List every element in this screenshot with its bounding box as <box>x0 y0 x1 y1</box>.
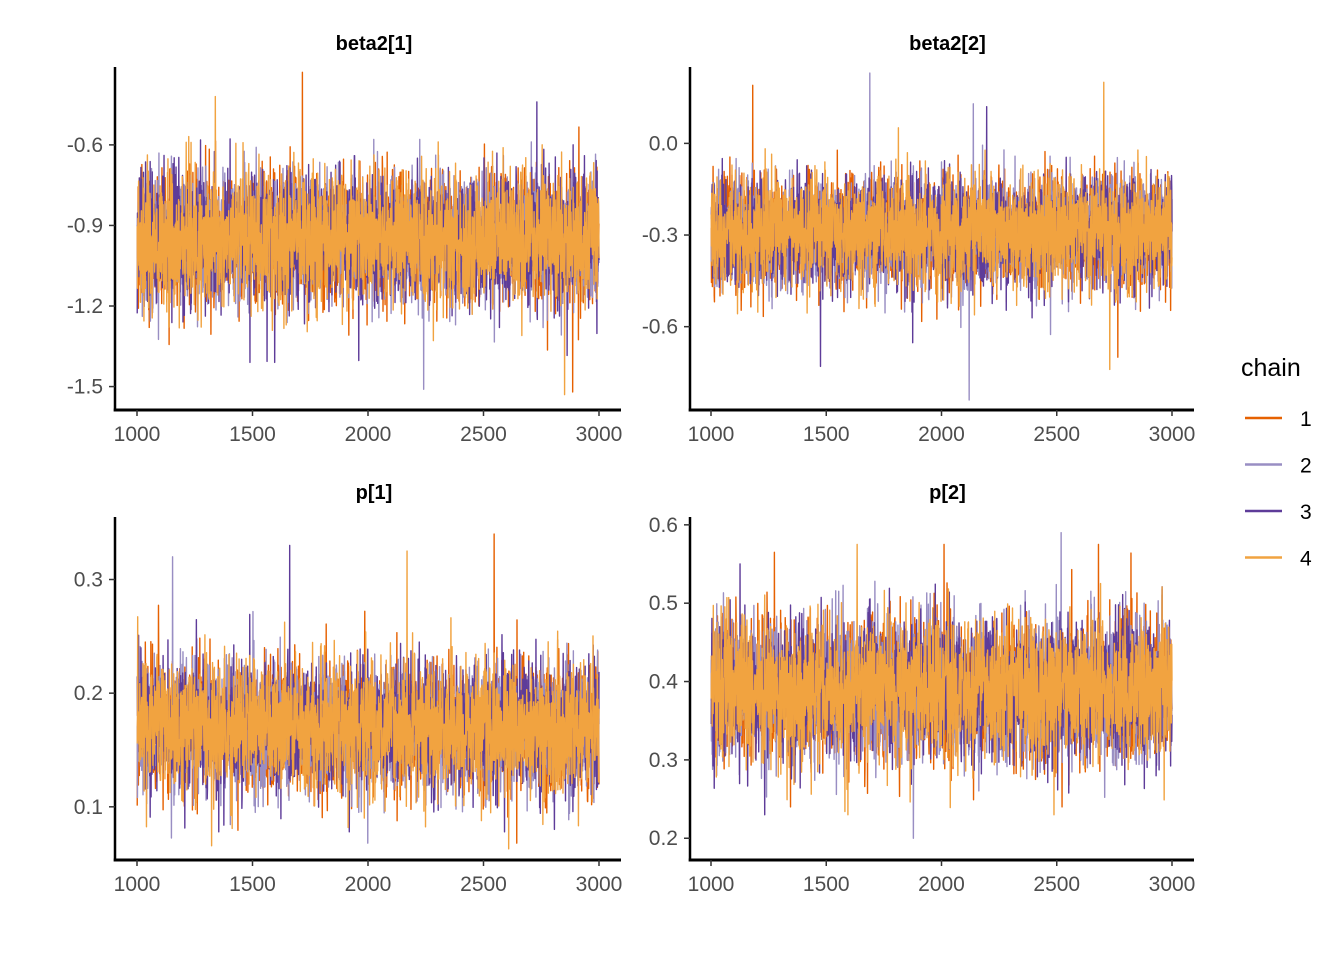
y-tick-label: -1.2 <box>67 295 103 318</box>
y-tick-label: 0.6 <box>649 514 678 537</box>
y-tick-label: 0.2 <box>649 827 678 850</box>
panel-title: beta2[1] <box>336 33 413 55</box>
y-tick-label: 0.4 <box>649 671 679 694</box>
trace-line-chain-4 <box>710 81 1173 371</box>
legend-title: chain <box>1241 354 1301 382</box>
trace-line-chain-4 <box>710 543 1173 816</box>
trace-lines <box>710 531 1173 839</box>
x-tick-label: 2000 <box>918 873 965 896</box>
x-tick-label: 1500 <box>803 873 850 896</box>
y-tick-label: 0.3 <box>649 749 678 772</box>
x-tick-label: 2000 <box>345 423 392 446</box>
x-tick-label: 2500 <box>1033 423 1080 446</box>
legend-label: 2 <box>1300 455 1312 478</box>
y-tick-label: -1.5 <box>67 376 103 399</box>
y-tick-label: 0.2 <box>74 682 103 705</box>
panel-title: p[1] <box>356 482 393 504</box>
x-tick-label: 2500 <box>460 873 507 896</box>
y-tick-label: -0.6 <box>642 316 678 339</box>
legend: chain 1 2 3 4 <box>1241 354 1312 571</box>
y-tick-label: -0.9 <box>67 214 103 237</box>
x-tick-label: 1000 <box>688 423 735 446</box>
legend-label: 3 <box>1300 501 1312 524</box>
y-tick-label: -0.6 <box>67 134 103 157</box>
x-tick-label: 1000 <box>114 873 161 896</box>
x-tick-label: 2000 <box>918 423 965 446</box>
panel-title: beta2[2] <box>909 33 986 55</box>
x-tick-label: 1500 <box>229 873 276 896</box>
x-tick-label: 1000 <box>114 423 161 446</box>
x-tick-label: 3000 <box>1149 873 1196 896</box>
trace-lines <box>136 533 600 850</box>
x-tick-label: 2500 <box>1033 873 1080 896</box>
trace-line-chain-4 <box>136 550 600 850</box>
trace-panel: beta2[1] 1000 1500 2000 2500 3000 -0.6 -0.9 -1.2… <box>67 33 623 446</box>
y-tick-label: 0.5 <box>649 592 678 615</box>
x-tick-label: 3000 <box>576 873 623 896</box>
trace-lines <box>710 72 1173 401</box>
x-tick-label: 2500 <box>460 423 507 446</box>
x-tick-label: 1000 <box>688 873 735 896</box>
x-tick-label: 1500 <box>229 423 276 446</box>
y-tick-label: -0.3 <box>642 224 678 247</box>
panel-title: p[2] <box>929 482 966 504</box>
trace-lines <box>136 71 600 396</box>
trace-panel: beta2[2] 1000 1500 2000 2500 3000 0.0 -0.3 -0.6 <box>642 33 1196 446</box>
x-tick-label: 3000 <box>1149 423 1196 446</box>
y-tick-label: 0.0 <box>649 132 678 155</box>
trace-line-chain-4 <box>136 95 600 396</box>
x-tick-label: 1500 <box>803 423 850 446</box>
legend-label: 4 <box>1300 548 1312 571</box>
x-tick-label: 2000 <box>345 873 392 896</box>
trace-panel: p[1] 1000 1500 2000 2500 3000 0.3 0.2 0.1 <box>74 482 623 896</box>
y-tick-label: 0.1 <box>74 796 103 819</box>
trace-panel: p[2] 1000 1500 2000 2500 3000 0.6 0.5 0.4 0.3 0.2 <box>649 482 1196 896</box>
legend-label: 1 <box>1300 408 1312 431</box>
x-tick-label: 3000 <box>576 423 623 446</box>
y-tick-label: 0.3 <box>74 569 103 592</box>
